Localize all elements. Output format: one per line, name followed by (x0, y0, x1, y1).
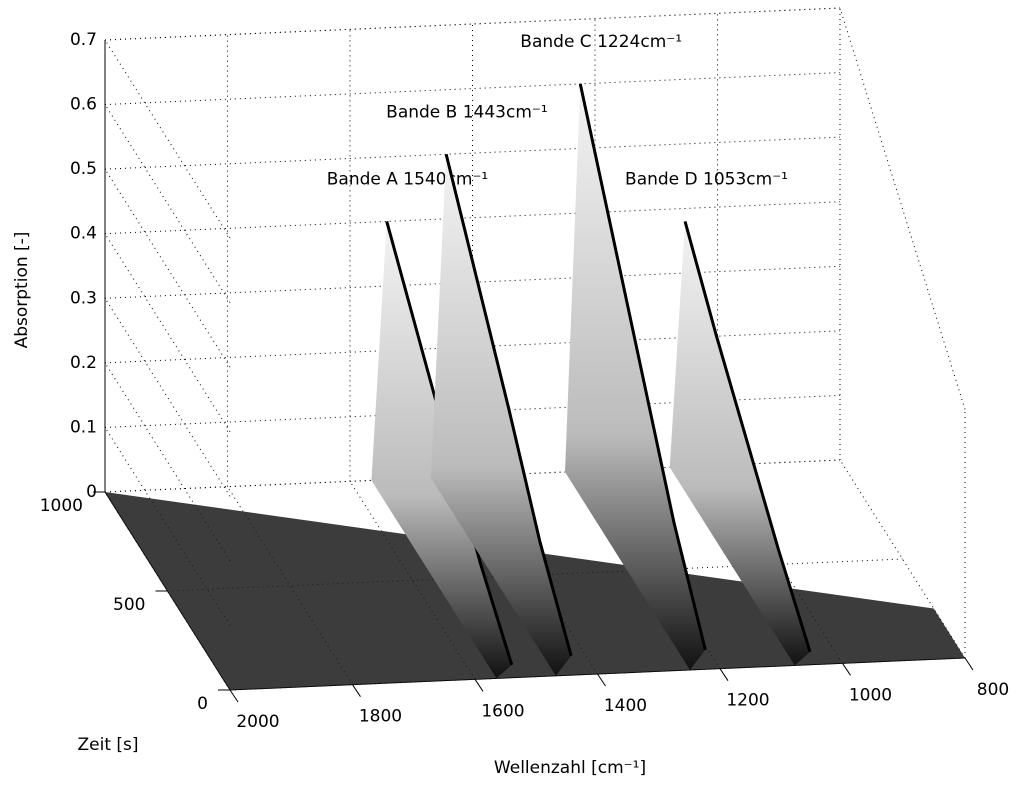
z-tick-label: 0.7 (70, 30, 97, 50)
grid-line (104, 427, 231, 626)
z-tick-label: 0.4 (70, 224, 97, 244)
grid-line (104, 168, 231, 368)
grid-line (104, 362, 231, 562)
x-tick-label: 1200 (726, 691, 769, 711)
band-sheet (669, 221, 811, 666)
band-sheet (564, 83, 706, 670)
band-ridge (683, 220, 812, 653)
grid-line (104, 298, 231, 497)
grid-line (104, 233, 231, 432)
grid-line (104, 72, 841, 106)
grid-line (104, 104, 231, 303)
x-tick-label: 1000 (849, 685, 892, 705)
y-tick-label: 1000 (40, 496, 83, 516)
z-tick-label: 0.3 (70, 288, 97, 308)
x-tick-label: 1800 (359, 707, 402, 727)
tick-mark (474, 679, 484, 692)
box-edge (839, 7, 966, 410)
tick-mark (842, 663, 851, 676)
y-axis-title: Zeit [s] (77, 735, 138, 755)
tick-mark (719, 668, 729, 681)
tick-mark (597, 673, 606, 687)
grid-line (349, 481, 476, 680)
grid-line (104, 136, 841, 170)
grid-line (839, 459, 966, 659)
y-tick-label: 500 (113, 595, 145, 615)
x-tick-label: 800 (977, 680, 1009, 700)
band-sheet (430, 154, 572, 676)
z-tick-label: 0.6 (70, 95, 97, 115)
tick-mark (352, 684, 361, 697)
band-label: Bande B 1443cm⁻¹ (386, 102, 548, 122)
grid-line (104, 201, 841, 235)
band-ridge (578, 83, 707, 651)
z-axis-title: Absorption [-] (12, 232, 32, 349)
x-tick-label: 2000 (236, 712, 279, 732)
band-label: Bande D 1053cm⁻¹ (625, 169, 788, 189)
band-label: Bande A 1540cm⁻¹ (327, 169, 489, 189)
z-tick-label: 0.5 (70, 159, 97, 179)
z-tick-label: 0.2 (70, 353, 97, 373)
x-axis-title: Wellenzahl [cm⁻¹] (494, 758, 646, 778)
tick-mark (229, 689, 239, 703)
grid-line (104, 39, 231, 239)
band-ridge (444, 153, 573, 657)
tick-mark (964, 657, 974, 671)
z-tick-label: 0.1 (70, 417, 97, 437)
x-tick-label: 1400 (604, 696, 647, 716)
x-tick-label: 1600 (481, 701, 524, 721)
band-label: Bande C 1224cm⁻¹ (520, 32, 682, 52)
z-tick-label: 0 (86, 482, 97, 502)
y-tick-label: 0 (197, 694, 208, 714)
